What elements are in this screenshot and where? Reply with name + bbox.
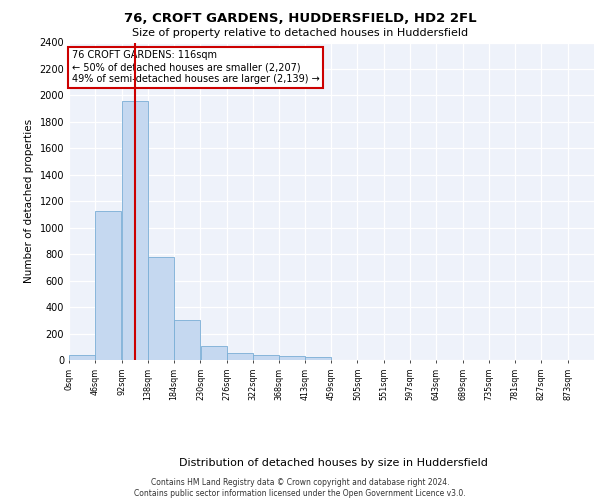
Text: Contains HM Land Registry data © Crown copyright and database right 2024.
Contai: Contains HM Land Registry data © Crown c…: [134, 478, 466, 498]
Bar: [305, 358, 331, 360]
Y-axis label: Number of detached properties: Number of detached properties: [24, 119, 34, 284]
Text: 76, CROFT GARDENS, HUDDERSFIELD, HD2 2FL: 76, CROFT GARDENS, HUDDERSFIELD, HD2 2FL: [124, 12, 476, 26]
Bar: [174, 320, 200, 360]
Bar: [148, 258, 174, 360]
Text: Distribution of detached houses by size in Huddersfield: Distribution of detached houses by size …: [179, 458, 487, 468]
Text: 76 CROFT GARDENS: 116sqm
← 50% of detached houses are smaller (2,207)
49% of sem: 76 CROFT GARDENS: 116sqm ← 50% of detach…: [72, 50, 320, 84]
Bar: [253, 354, 279, 360]
Bar: [69, 356, 95, 360]
Bar: [122, 102, 148, 360]
Bar: [200, 346, 227, 360]
Bar: [227, 354, 253, 360]
Bar: [95, 210, 121, 360]
Bar: [280, 356, 305, 360]
Text: Size of property relative to detached houses in Huddersfield: Size of property relative to detached ho…: [132, 28, 468, 38]
